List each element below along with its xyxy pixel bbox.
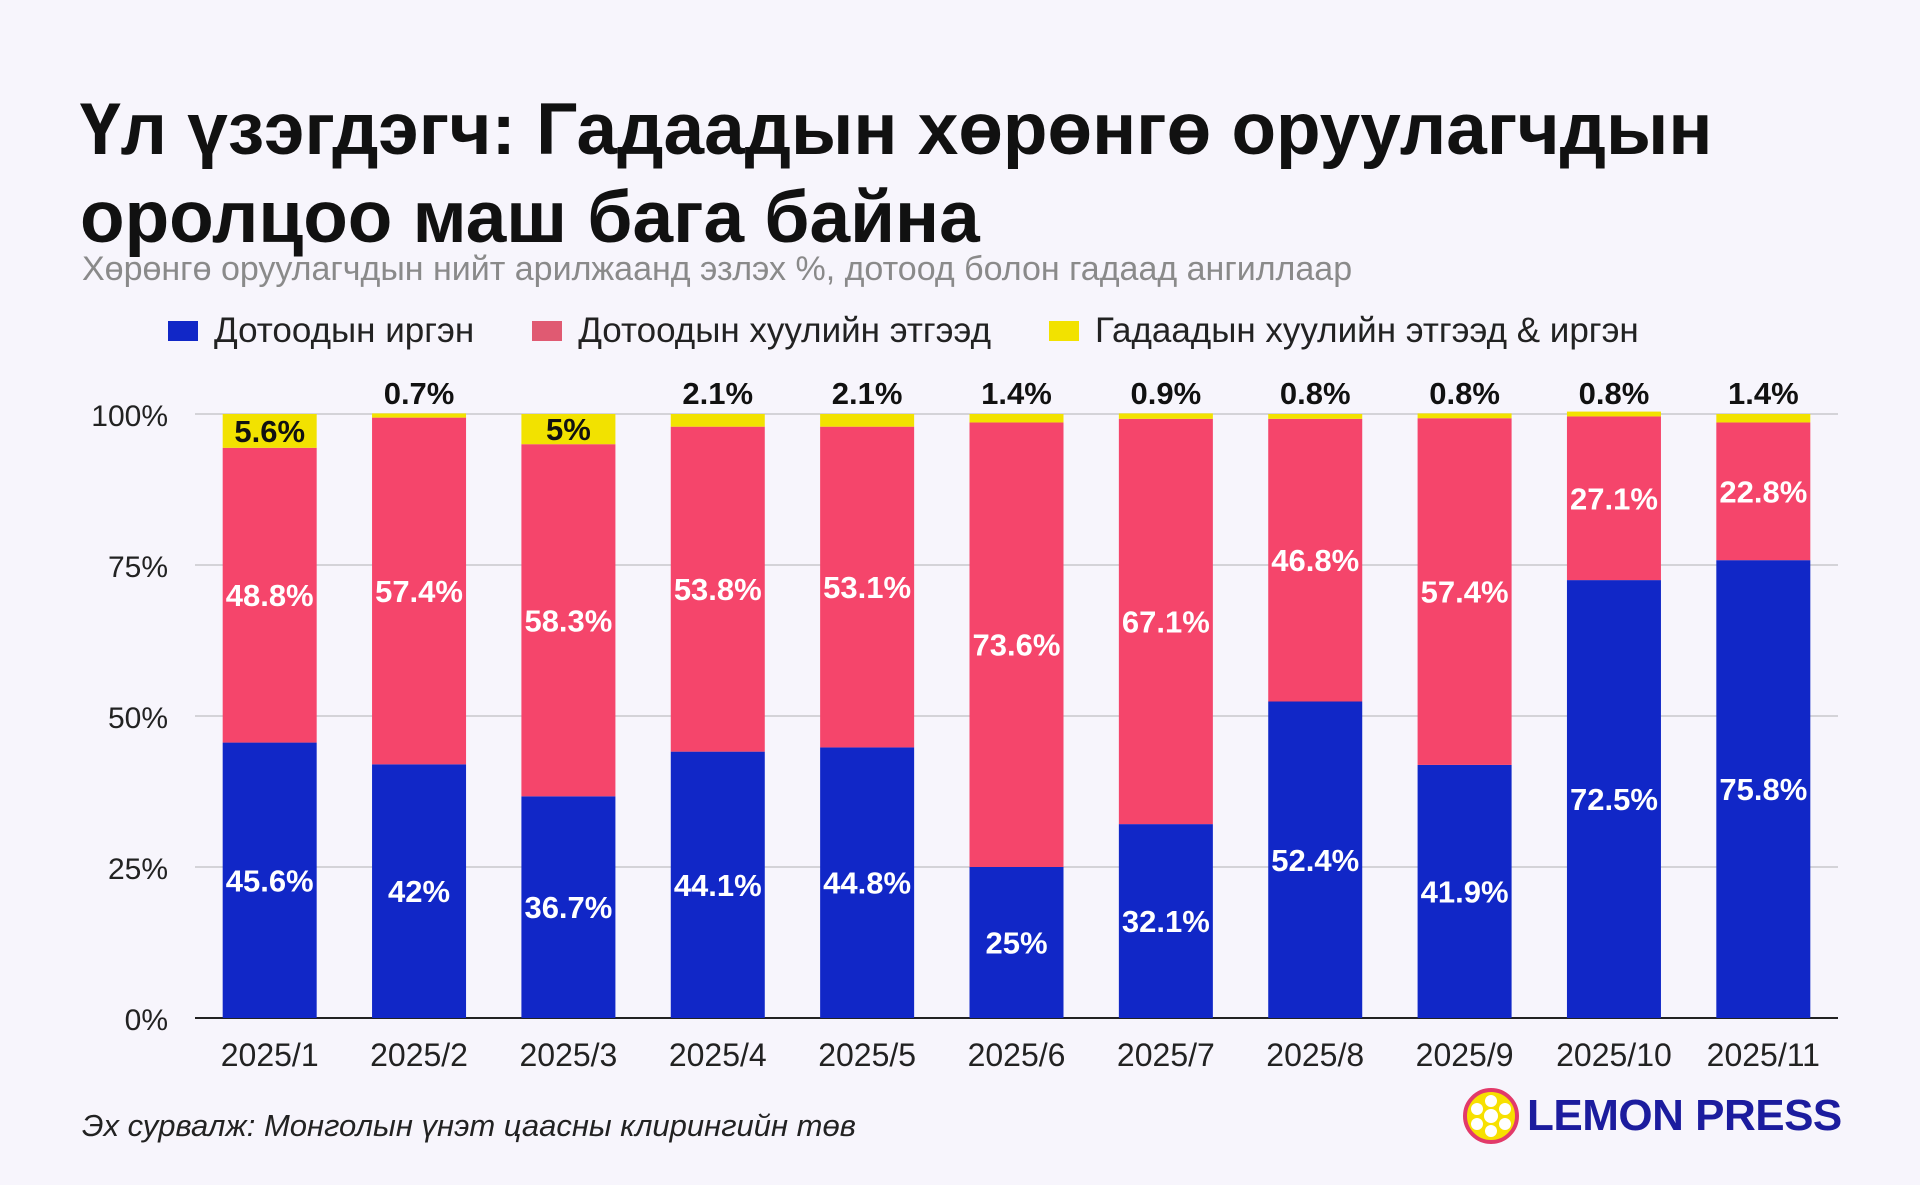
x-tick-label: 2025/11: [1707, 1037, 1820, 1073]
bar-domestic-individual: [1566, 580, 1661, 1018]
data-label-domestic-individual: 52.4%: [1271, 843, 1359, 878]
data-label-foreign: 0.8%: [1280, 376, 1351, 411]
bar-domestic-legal-entity: [521, 444, 616, 797]
data-label-domestic-legal-entity: 67.1%: [1122, 604, 1210, 639]
x-tick-label: 2025/5: [818, 1037, 916, 1073]
chart-title: Үл үзэгдэгч: Гадаадын хөрөнгө оруулагчды…: [80, 89, 1713, 258]
bar-foreign: [1118, 413, 1213, 419]
data-label-domestic-legal-entity: 27.1%: [1570, 481, 1658, 516]
lemon-icon: [1463, 1088, 1519, 1144]
x-tick-label: 2025/8: [1266, 1037, 1364, 1073]
data-label-domestic-individual: 45.6%: [226, 863, 314, 898]
data-label-domestic-legal-entity: 57.4%: [1421, 575, 1509, 610]
data-label-foreign: 2.1%: [832, 376, 903, 411]
bar-domestic-individual: [372, 764, 467, 1018]
data-label-domestic-legal-entity: 58.3%: [524, 603, 612, 638]
bar-foreign: [372, 413, 467, 418]
x-tick-label: 2025/2: [370, 1037, 468, 1073]
x-tick-label: 2025/6: [968, 1037, 1066, 1073]
legend-swatch-foreign: [1049, 321, 1079, 341]
legend: Дотоодын иргэн Дотоодын хуулийн этгээд Г…: [168, 308, 1697, 354]
data-label-domestic-individual: 44.1%: [674, 868, 762, 903]
bar-foreign: [1566, 411, 1661, 417]
x-tick-label: 2025/7: [1117, 1037, 1215, 1073]
data-label-domestic-individual: 25%: [985, 926, 1047, 961]
legend-label-foreign: Гадаадын хуулийн этгээд & иргэн: [1095, 311, 1639, 350]
bar-domestic-legal-entity: [670, 426, 765, 752]
bar-foreign: [222, 414, 317, 448]
data-label-domestic-individual: 42%: [388, 874, 450, 909]
legend-item-domestic-individual: Дотоодын иргэн: [168, 311, 474, 351]
bar-domestic-legal-entity: [1417, 418, 1512, 765]
legend-swatch-domestic-individual: [168, 321, 198, 341]
data-label-foreign: 1.4%: [1728, 376, 1799, 411]
bar-domestic-legal-entity: [1268, 418, 1363, 702]
logo-text: LEMON PRESS: [1527, 1091, 1842, 1140]
y-tick-label: 75%: [108, 551, 168, 584]
source-note: Эх сурвалж: Монголын үнэт цаасны клиринг…: [82, 1108, 856, 1143]
y-tick-label: 25%: [108, 853, 168, 886]
legend-item-domestic-legal-entity: Дотоодын хуулийн этгээд: [532, 311, 991, 351]
x-tick-label: 2025/10: [1556, 1037, 1672, 1073]
bar-domestic-individual: [969, 867, 1064, 1018]
data-label-foreign: 0.8%: [1429, 376, 1500, 411]
bar-foreign: [1417, 413, 1512, 419]
x-tick-label: 2025/9: [1416, 1037, 1514, 1073]
data-label-domestic-legal-entity: 22.8%: [1719, 474, 1807, 509]
bar-foreign: [1716, 414, 1811, 423]
bar-domestic-legal-entity: [820, 426, 915, 748]
x-tick-label: 2025/3: [519, 1037, 617, 1073]
bar-domestic-individual: [1716, 560, 1811, 1018]
data-label-domestic-legal-entity: 57.4%: [375, 574, 463, 609]
y-tick-label: 50%: [108, 702, 168, 735]
chart-subtitle: Хөрөнгө оруулагчдын нийт арилжаанд эзлэх…: [82, 250, 1353, 288]
data-label-domestic-legal-entity: 48.8%: [226, 578, 314, 613]
legend-swatch-domestic-legal-entity: [532, 321, 563, 341]
bar-foreign: [820, 414, 915, 427]
x-tick-label: 2025/1: [221, 1037, 319, 1073]
data-label-foreign: 1.4%: [981, 376, 1052, 411]
bar-domestic-individual: [1118, 824, 1213, 1018]
bar-foreign: [1268, 414, 1363, 419]
data-label-domestic-legal-entity: 53.8%: [674, 572, 762, 607]
y-tick-label: 100%: [91, 400, 168, 433]
x-tick-label: 2025/4: [669, 1037, 767, 1073]
bar-domestic-individual: [521, 796, 616, 1018]
bar-foreign: [969, 414, 1064, 423]
data-label-domestic-legal-entity: 53.1%: [823, 570, 911, 605]
data-label-domestic-individual: 41.9%: [1421, 874, 1509, 909]
data-label-foreign: 0.9%: [1131, 376, 1202, 411]
bar-domestic-legal-entity: [1118, 418, 1213, 825]
data-label-domestic-individual: 75.8%: [1719, 772, 1807, 807]
lemon-press-logo: LEMON PRESS: [1463, 1088, 1842, 1144]
y-tick-label: 0%: [125, 1004, 168, 1037]
bar-domestic-individual: [1268, 701, 1363, 1018]
data-label-domestic-individual: 72.5%: [1570, 782, 1658, 817]
legend-label-domestic-individual: Дотоодын иргэн: [214, 311, 475, 350]
bar-domestic-legal-entity: [1566, 416, 1661, 581]
bar-domestic-legal-entity: [1716, 422, 1811, 561]
legend-item-foreign: Гадаадын хуулийн этгээд & иргэн: [1049, 311, 1639, 351]
legend-label-domestic-legal-entity: Дотоодын хуулийн этгээд: [578, 311, 991, 350]
bar-domestic-individual: [820, 747, 915, 1018]
data-label-foreign: 2.1%: [682, 376, 753, 411]
bar-domestic-legal-entity: [969, 422, 1064, 867]
bar-domestic-individual: [222, 742, 317, 1018]
bar-domestic-individual: [1417, 764, 1512, 1018]
bar-domestic-individual: [670, 751, 765, 1018]
data-label-foreign: 5.6%: [234, 414, 305, 449]
bar-domestic-legal-entity: [222, 447, 317, 743]
data-label-foreign: 0.8%: [1579, 376, 1650, 411]
data-label-domestic-legal-entity: 73.6%: [973, 628, 1061, 663]
data-label-domestic-individual: 32.1%: [1122, 904, 1210, 939]
data-label-foreign: 5%: [546, 412, 591, 447]
bar-foreign: [521, 414, 616, 445]
bar-foreign: [670, 414, 765, 427]
data-label-domestic-individual: 44.8%: [823, 866, 911, 901]
data-label-foreign: 0.7%: [384, 376, 455, 411]
bar-domestic-legal-entity: [372, 417, 467, 765]
data-label-domestic-individual: 36.7%: [524, 890, 612, 925]
data-label-domestic-legal-entity: 46.8%: [1271, 543, 1359, 578]
